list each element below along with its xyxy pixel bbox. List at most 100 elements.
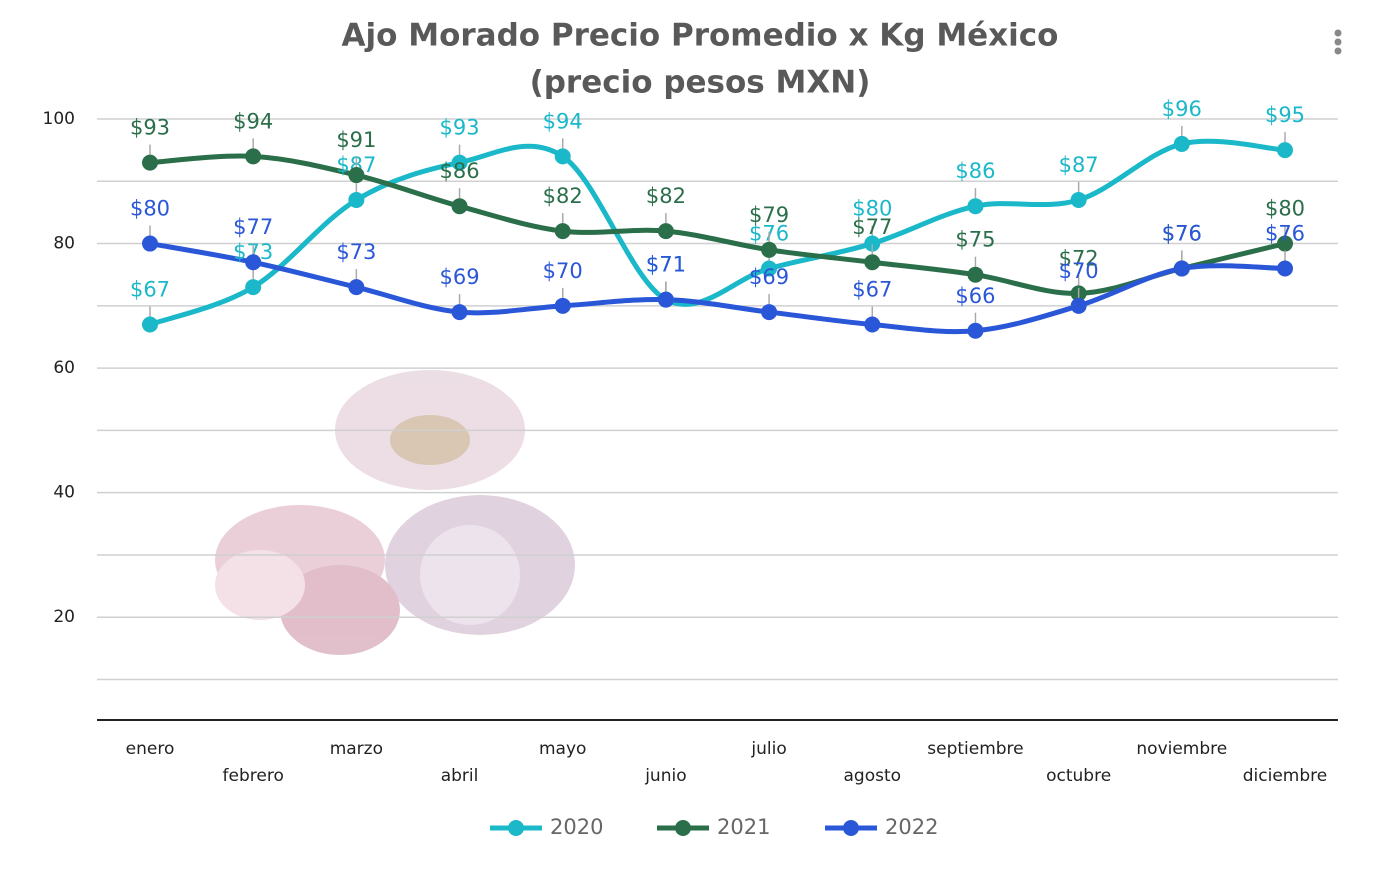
data-point [1173, 260, 1190, 277]
data-label: $75 [955, 228, 995, 252]
data-point [1277, 235, 1293, 252]
chart-subtitle: (precio pesos MXN) [530, 65, 871, 101]
data-point [1070, 297, 1087, 314]
data-point [554, 297, 571, 314]
data-label: $70 [543, 259, 583, 283]
data-point [348, 167, 365, 184]
garlic-illustration [215, 370, 575, 655]
data-label: $76 [1162, 221, 1202, 245]
data-label: $69 [749, 265, 789, 289]
x-tick-label: febrero [223, 766, 284, 786]
data-label: $96 [1162, 97, 1202, 121]
data-point [1070, 191, 1087, 208]
data-label: $69 [439, 265, 479, 289]
x-tick-label: diciembre [1243, 766, 1327, 786]
legend-swatch-marker [843, 820, 859, 836]
data-point [348, 279, 365, 296]
menu-icon[interactable] [1334, 29, 1342, 55]
data-point [967, 266, 984, 283]
data-point [864, 316, 881, 333]
menu-dot [1334, 29, 1342, 37]
data-point [761, 241, 778, 258]
data-point [967, 322, 984, 339]
data-label: $94 [233, 109, 273, 133]
menu-dot [1334, 47, 1342, 55]
data-point [1277, 142, 1293, 159]
data-label: $86 [439, 159, 479, 183]
data-label: $67 [130, 278, 170, 302]
x-tick-label: junio [644, 766, 686, 786]
data-label: $82 [543, 184, 583, 208]
data-label: $66 [955, 284, 995, 308]
data-label: $80 [852, 197, 892, 221]
data-label: $80 [130, 197, 170, 221]
data-point [657, 223, 674, 240]
x-tick-label: agosto [843, 766, 901, 786]
menu-dot [1334, 38, 1342, 46]
x-tick-label: julio [750, 739, 786, 759]
data-label: $71 [646, 253, 686, 277]
legend-label: 2022 [885, 815, 938, 839]
x-tick-label: mayo [539, 739, 586, 759]
data-point [657, 291, 674, 308]
y-tick-label: 40 [53, 483, 75, 503]
x-tick-label: abril [441, 766, 479, 786]
data-point [864, 235, 881, 252]
data-label: $80 [1265, 197, 1305, 221]
data-label: $94 [543, 109, 583, 133]
x-tick-label: noviembre [1136, 739, 1227, 759]
legend-swatch-marker [675, 820, 691, 836]
x-tick-label: marzo [330, 739, 383, 759]
data-label: $72 [1059, 246, 1099, 270]
series-line [149, 153, 1286, 296]
data-point [142, 235, 158, 252]
data-point [142, 154, 158, 171]
data-label: $67 [852, 278, 892, 302]
data-label: $86 [955, 159, 995, 183]
data-point [245, 279, 262, 296]
data-point [967, 198, 984, 215]
data-label: $77 [852, 215, 892, 239]
series-line [149, 241, 1286, 335]
x-tick-label: septiembre [927, 739, 1023, 759]
data-point [245, 148, 262, 165]
data-label: $82 [646, 184, 686, 208]
data-label: $93 [130, 116, 170, 140]
x-tick-label: octubre [1046, 766, 1111, 786]
data-label: $91 [336, 128, 376, 152]
data-label: $79 [749, 203, 789, 227]
data-point [761, 260, 778, 277]
y-tick-label: 60 [53, 358, 75, 378]
legend-label: 2021 [717, 815, 770, 839]
data-point [554, 223, 571, 240]
data-label: $77 [233, 215, 273, 239]
data-point [864, 254, 881, 271]
legend-label: 2020 [550, 815, 603, 839]
y-tick-label: 80 [53, 234, 75, 254]
data-label: $70 [1059, 259, 1099, 283]
data-point [1173, 135, 1190, 152]
data-label: $93 [439, 116, 479, 140]
y-tick-label: 100 [43, 109, 75, 129]
data-point [451, 198, 468, 215]
data-label: $76 [1162, 221, 1202, 245]
data-point [451, 154, 468, 171]
chart-title: Ajo Morado Precio Promedio x Kg México [342, 18, 1059, 54]
data-label: $76 [1265, 221, 1305, 245]
data-label: $95 [1265, 103, 1305, 127]
data-point [245, 254, 262, 271]
series-line [149, 138, 1286, 327]
data-point [761, 304, 778, 321]
data-point [348, 191, 365, 208]
data-label: $73 [336, 240, 376, 264]
data-point [142, 316, 158, 333]
data-point [554, 148, 571, 165]
legend-swatch-marker [508, 820, 524, 836]
data-point [1277, 260, 1293, 277]
data-point [451, 304, 468, 321]
data-label: $87 [1059, 153, 1099, 177]
y-tick-label: 20 [53, 607, 75, 627]
x-tick-label: enero [126, 739, 175, 759]
